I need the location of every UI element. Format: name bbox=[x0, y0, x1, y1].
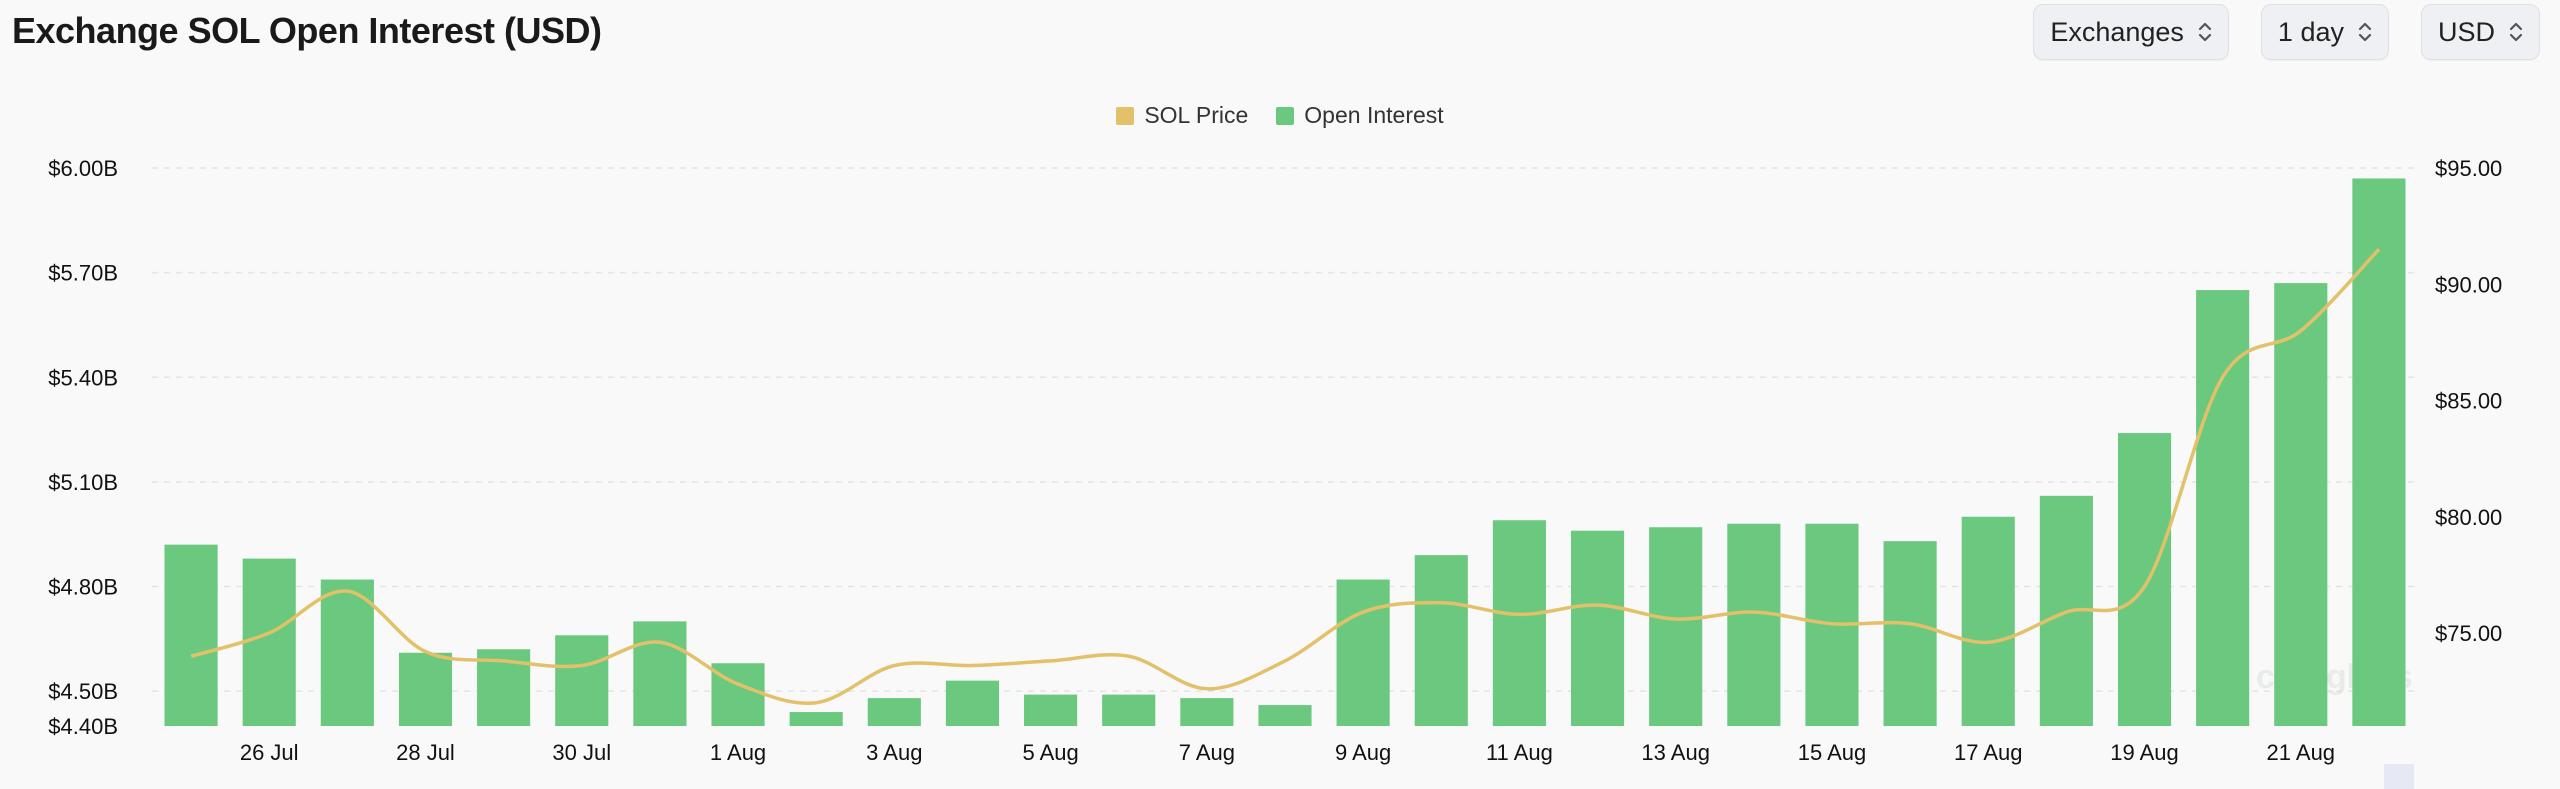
open-interest-bar[interactable] bbox=[2352, 178, 2406, 726]
x-axis-tick-label: 1 Aug bbox=[710, 740, 766, 765]
right-axis-tick-label: $85.00 bbox=[2435, 389, 2502, 414]
x-axis-tick-label: 21 Aug bbox=[2267, 740, 2336, 765]
open-interest-bar[interactable] bbox=[1258, 705, 1312, 726]
right-y-axis: $75.00 $80.00 $85.00 $90.00 $95.00 bbox=[2435, 156, 2502, 646]
left-axis-tick-label: $5.10B bbox=[48, 470, 118, 495]
interval-select-label: 1 day bbox=[2277, 16, 2344, 47]
left-y-axis: $4.40B $4.50B $4.80B $5.10B $5.40B $5.70B $6.0… bbox=[48, 156, 118, 739]
legend-item-sol-price[interactable]: SOL Price bbox=[1116, 102, 1248, 129]
open-interest-bar[interactable] bbox=[1102, 694, 1156, 726]
right-axis-tick-label: $95.00 bbox=[2435, 156, 2502, 181]
left-axis-tick-label: $5.40B bbox=[48, 365, 118, 390]
scroll-handle[interactable] bbox=[2384, 764, 2414, 789]
x-axis-tick-label: 5 Aug bbox=[1022, 740, 1078, 765]
x-axis-tick-label: 30 Jul bbox=[552, 740, 611, 765]
x-axis-tick-label: 11 Aug bbox=[1486, 740, 1553, 765]
chevron-updown-icon bbox=[2198, 22, 2212, 42]
x-axis-tick-label: 9 Aug bbox=[1335, 740, 1391, 765]
open-interest-bar[interactable] bbox=[633, 621, 687, 726]
legend-swatch-sol-price bbox=[1116, 106, 1135, 125]
x-axis: 26 Jul 28 Jul 30 Jul 1 Aug 3 Aug 5 Aug 7 Aug 9 … bbox=[240, 740, 2335, 765]
open-interest-bar[interactable] bbox=[1883, 541, 1937, 726]
right-axis-tick-label: $80.00 bbox=[2435, 505, 2502, 530]
open-interest-bar[interactable] bbox=[1961, 516, 2015, 726]
x-axis-tick-label: 13 Aug bbox=[1641, 740, 1710, 765]
x-axis-tick-label: 3 Aug bbox=[866, 740, 922, 765]
x-axis-tick-label: 15 Aug bbox=[1798, 740, 1867, 765]
open-interest-bar[interactable] bbox=[1336, 579, 1390, 726]
open-interest-bar[interactable] bbox=[320, 579, 374, 726]
chevron-updown-icon bbox=[2509, 22, 2523, 42]
open-interest-bar[interactable] bbox=[398, 652, 453, 726]
left-axis-tick-label: $6.00B bbox=[48, 156, 118, 181]
sol-price-line-path[interactable] bbox=[190, 248, 2381, 706]
interval-select[interactable]: 1 day bbox=[2260, 4, 2389, 60]
page-title: Exchange SOL Open Interest (USD) bbox=[12, 10, 602, 51]
right-axis-tick-label: $90.00 bbox=[2435, 272, 2502, 297]
open-interest-bar[interactable] bbox=[1649, 527, 1703, 726]
left-axis-tick-label: $5.70B bbox=[48, 261, 118, 286]
open-interest-bar[interactable] bbox=[1727, 523, 1781, 726]
left-axis-tick-label: $4.50B bbox=[48, 679, 118, 704]
open-interest-bars bbox=[164, 178, 2406, 726]
legend-label-open-interest: Open Interest bbox=[1304, 102, 1444, 128]
left-axis-tick-label: $4.40B bbox=[48, 714, 118, 739]
open-interest-bar[interactable] bbox=[1180, 698, 1234, 726]
exchange-select-label: Exchanges bbox=[2050, 16, 2184, 47]
currency-select[interactable]: USD bbox=[2420, 4, 2540, 60]
open-interest-bar[interactable] bbox=[2274, 283, 2328, 726]
legend-swatch-open-interest bbox=[1276, 106, 1295, 125]
left-axis-tick-label: $4.80B bbox=[48, 575, 118, 600]
x-axis-tick-label: 26 Jul bbox=[240, 740, 299, 765]
open-interest-bar[interactable] bbox=[242, 558, 296, 726]
open-interest-bar[interactable] bbox=[1024, 694, 1078, 726]
open-interest-bar[interactable] bbox=[867, 698, 921, 726]
chevron-updown-icon bbox=[2358, 22, 2372, 42]
open-interest-bar[interactable] bbox=[164, 544, 218, 726]
open-interest-bar[interactable] bbox=[2196, 290, 2250, 726]
exchange-select[interactable]: Exchanges bbox=[2033, 4, 2229, 60]
open-interest-bar[interactable] bbox=[2117, 433, 2172, 726]
currency-select-label: USD bbox=[2437, 16, 2495, 47]
open-interest-bar[interactable] bbox=[1570, 530, 1625, 726]
x-axis-tick-label: 17 Aug bbox=[1954, 740, 2023, 765]
right-axis-tick-label: $75.00 bbox=[2435, 621, 2502, 646]
open-interest-bar[interactable] bbox=[945, 680, 1000, 726]
legend-item-open-interest[interactable]: Open Interest bbox=[1276, 102, 1444, 129]
x-axis-tick-label: 19 Aug bbox=[2110, 740, 2179, 765]
open-interest-bar[interactable] bbox=[555, 635, 609, 726]
legend-label-sol-price: SOL Price bbox=[1144, 102, 1249, 128]
chart-legend: SOL Price Open Interest bbox=[0, 102, 2560, 129]
open-interest-bar[interactable] bbox=[789, 712, 843, 726]
x-axis-tick-label: 7 Aug bbox=[1179, 740, 1235, 765]
x-axis-tick-label: 28 Jul bbox=[396, 740, 455, 765]
open-interest-bar[interactable] bbox=[1414, 555, 1468, 726]
sol-price-line bbox=[190, 248, 2381, 706]
open-interest-bar[interactable] bbox=[1492, 520, 1546, 726]
chart-controls: Exchanges 1 day USD bbox=[2033, 4, 2540, 60]
